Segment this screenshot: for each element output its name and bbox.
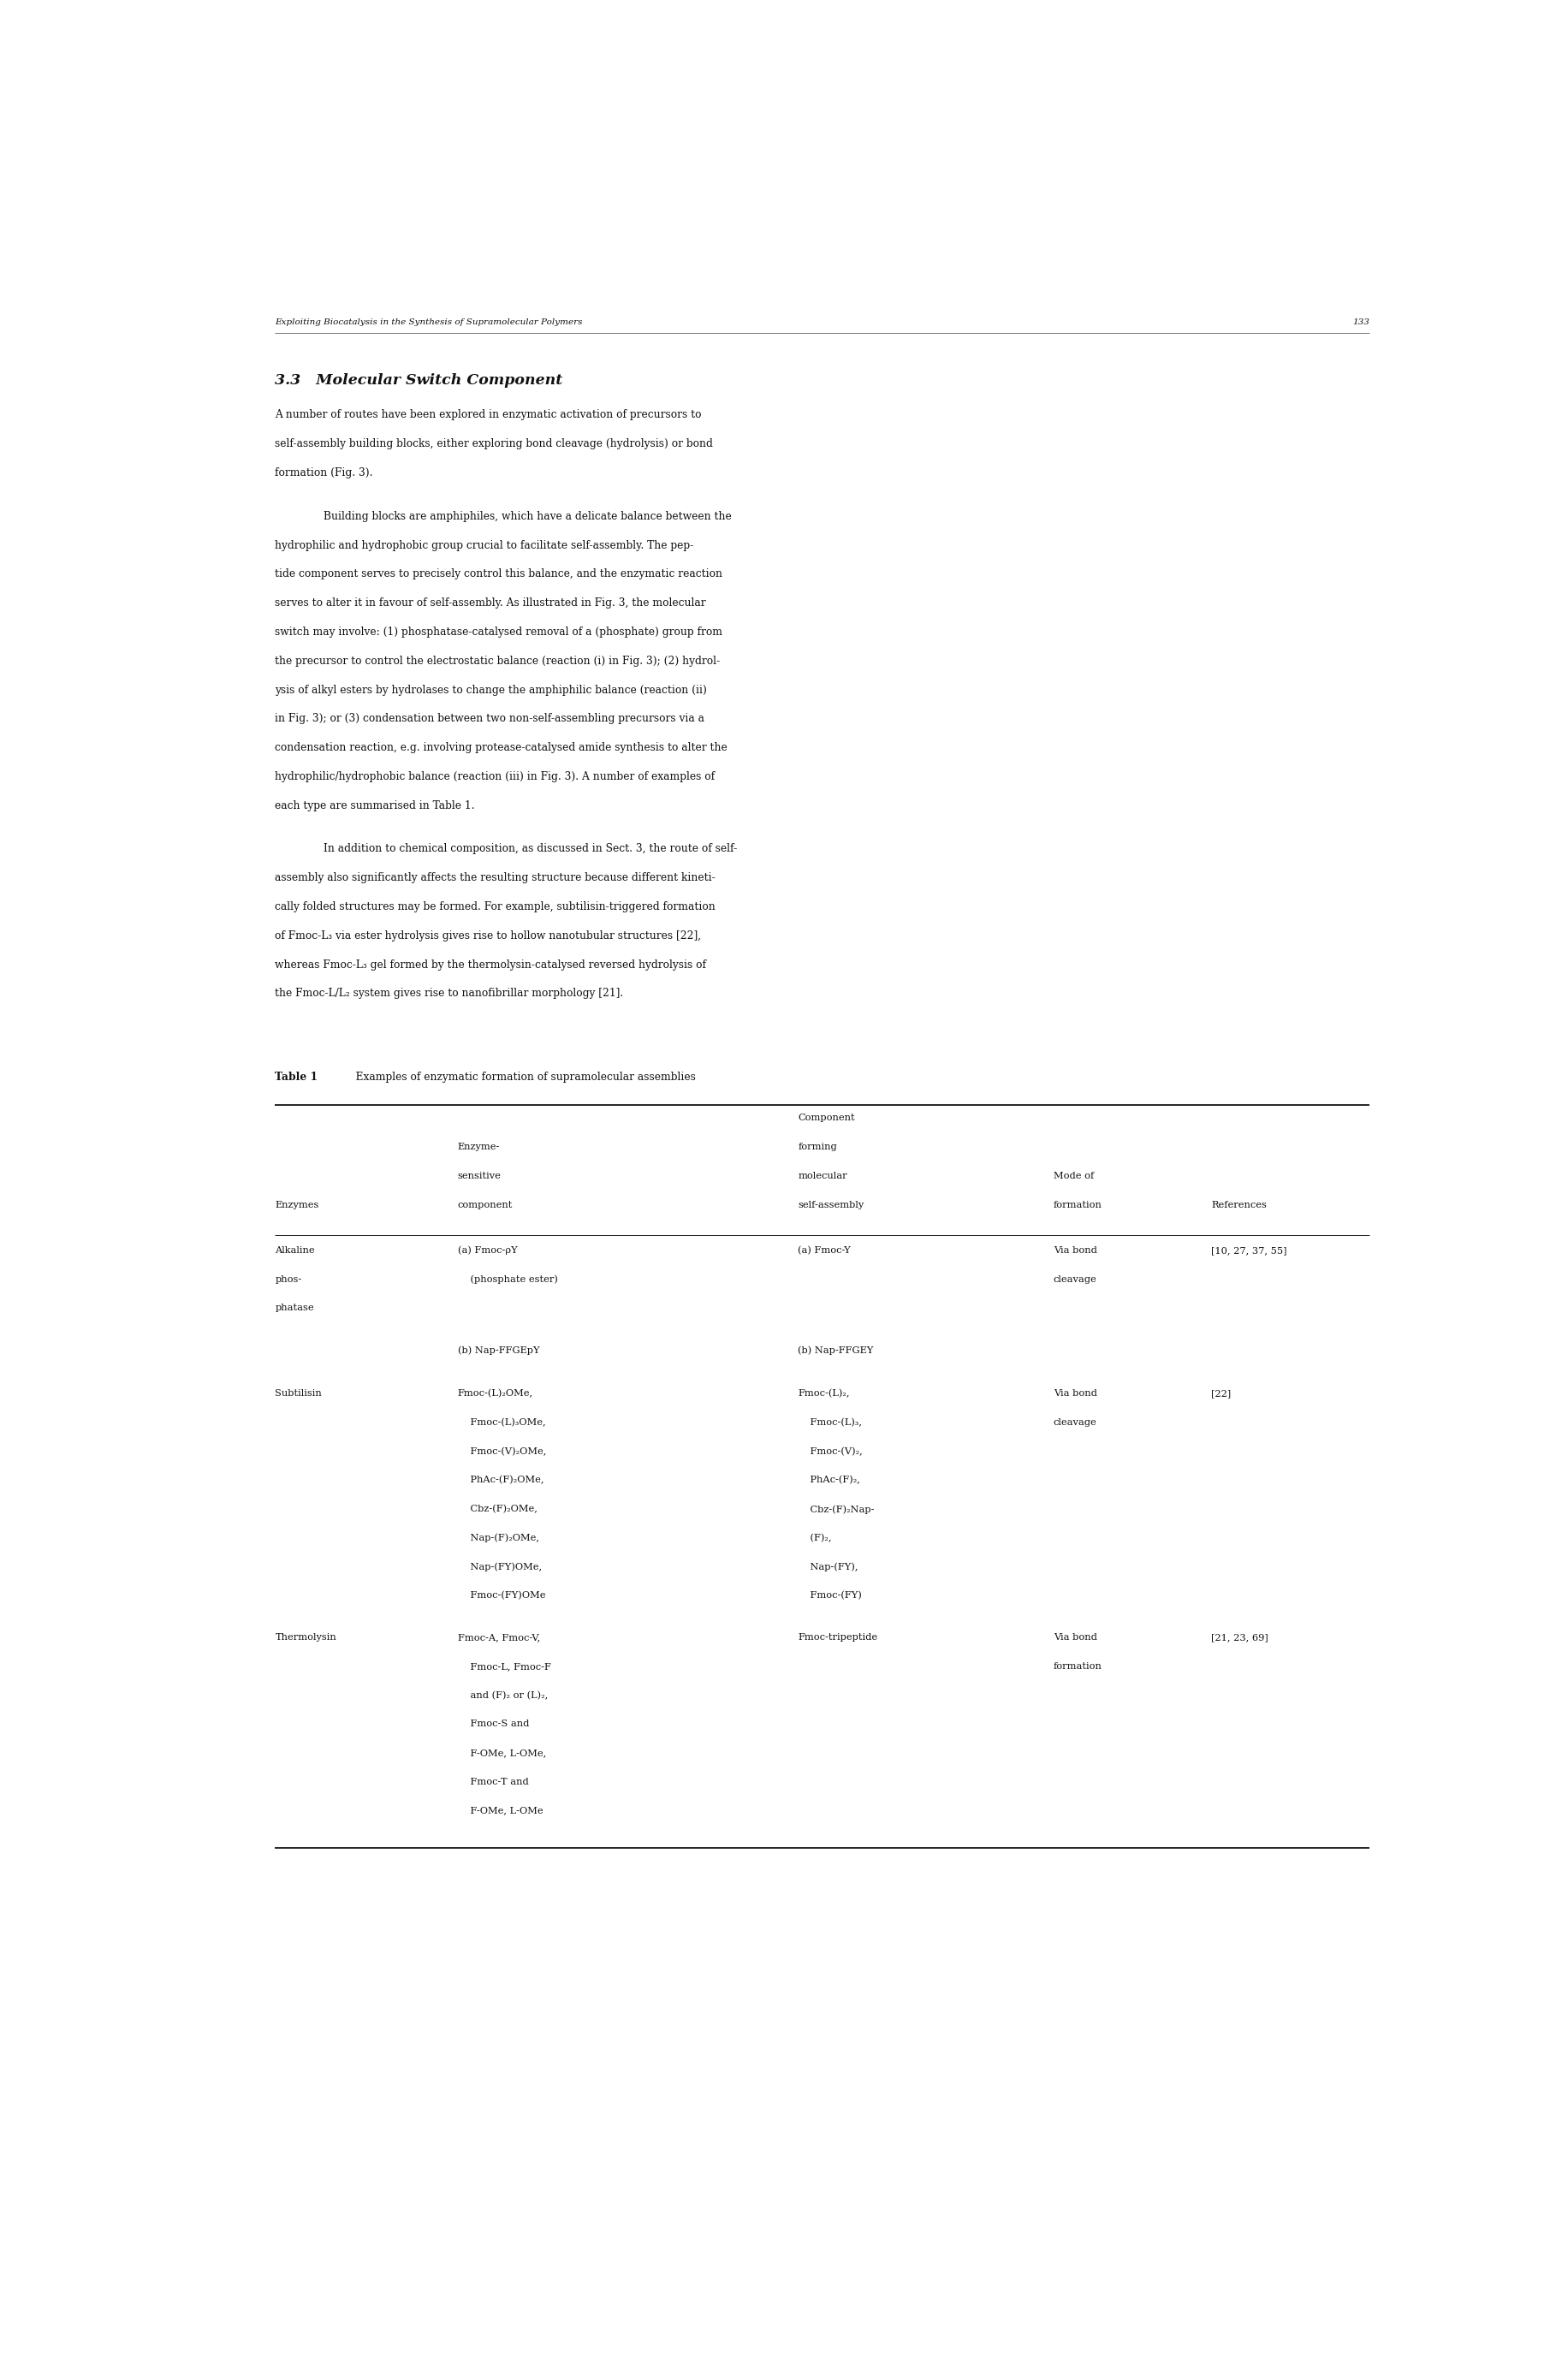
Text: PhAc-(F)₂,: PhAc-(F)₂, bbox=[798, 1475, 859, 1485]
Text: Subtilisin: Subtilisin bbox=[274, 1390, 321, 1397]
Text: (a) Fmoc-Y: (a) Fmoc-Y bbox=[798, 1245, 850, 1255]
Text: cleavage: cleavage bbox=[1052, 1418, 1096, 1426]
Text: tide component serves to precisely control this balance, and the enzymatic react: tide component serves to precisely contr… bbox=[274, 568, 723, 580]
Text: formation (Fig. 3).: formation (Fig. 3). bbox=[274, 468, 373, 478]
Text: Examples of enzymatic formation of supramolecular assemblies: Examples of enzymatic formation of supra… bbox=[345, 1072, 695, 1083]
Text: formation: formation bbox=[1052, 1663, 1101, 1670]
Text: serves to alter it in favour of self-assembly. As illustrated in Fig. 3, the mol: serves to alter it in favour of self-ass… bbox=[274, 599, 706, 608]
Text: (F)₂,: (F)₂, bbox=[798, 1533, 831, 1542]
Text: Via bond: Via bond bbox=[1052, 1245, 1096, 1255]
Text: Fmoc-(V)₂,: Fmoc-(V)₂, bbox=[798, 1447, 862, 1456]
Text: forming: forming bbox=[798, 1143, 837, 1152]
Text: Nap-(FY),: Nap-(FY), bbox=[798, 1563, 858, 1571]
Text: [21, 23, 69]: [21, 23, 69] bbox=[1210, 1632, 1269, 1642]
Text: Cbz-(F)₂OMe,: Cbz-(F)₂OMe, bbox=[458, 1504, 536, 1514]
Text: Fmoc-S and: Fmoc-S and bbox=[458, 1720, 528, 1727]
Text: Fmoc-(L)₂,: Fmoc-(L)₂, bbox=[798, 1390, 850, 1397]
Text: 3.3   Molecular Switch Component: 3.3 Molecular Switch Component bbox=[274, 373, 563, 387]
Text: Thermolysin: Thermolysin bbox=[274, 1632, 337, 1642]
Text: Cbz-(F)₂Nap-: Cbz-(F)₂Nap- bbox=[798, 1504, 873, 1514]
Text: sensitive: sensitive bbox=[458, 1171, 500, 1181]
Text: Component: Component bbox=[798, 1114, 855, 1121]
Text: Fmoc-(FY): Fmoc-(FY) bbox=[798, 1592, 861, 1599]
Text: self-assembly building blocks, either exploring bond cleavage (hydrolysis) or bo: self-assembly building blocks, either ex… bbox=[274, 440, 713, 449]
Text: [10, 27, 37, 55]: [10, 27, 37, 55] bbox=[1210, 1245, 1286, 1255]
Text: in Fig. 3); or (3) condensation between two non-self-assembling precursors via a: in Fig. 3); or (3) condensation between … bbox=[274, 713, 704, 725]
Text: (phosphate ester): (phosphate ester) bbox=[458, 1276, 557, 1283]
Text: Building blocks are amphiphiles, which have a delicate balance between the: Building blocks are amphiphiles, which h… bbox=[323, 511, 731, 523]
Text: condensation reaction, e.g. involving protease-catalysed amide synthesis to alte: condensation reaction, e.g. involving pr… bbox=[274, 741, 728, 753]
Text: Fmoc-(L)₂OMe,: Fmoc-(L)₂OMe, bbox=[458, 1390, 533, 1397]
Text: Fmoc-A, Fmoc-V,: Fmoc-A, Fmoc-V, bbox=[458, 1632, 539, 1642]
Text: F-OMe, L-OMe,: F-OMe, L-OMe, bbox=[458, 1749, 546, 1758]
Text: the precursor to control the electrostatic balance (reaction (i) in Fig. 3); (2): the precursor to control the electrostat… bbox=[274, 656, 720, 668]
Text: Enzyme-: Enzyme- bbox=[458, 1143, 500, 1152]
Text: (b) Nap-FFGEpY: (b) Nap-FFGEpY bbox=[458, 1345, 539, 1354]
Text: (b) Nap-FFGEY: (b) Nap-FFGEY bbox=[798, 1345, 873, 1354]
Text: of Fmoc-L₃ via ester hydrolysis gives rise to hollow nanotubular structures [22]: of Fmoc-L₃ via ester hydrolysis gives ri… bbox=[274, 931, 701, 941]
Text: formation: formation bbox=[1052, 1200, 1101, 1209]
Text: ysis of alkyl esters by hydrolases to change the amphiphilic balance (reaction (: ysis of alkyl esters by hydrolases to ch… bbox=[274, 684, 707, 696]
Text: Fmoc-(L)₃OMe,: Fmoc-(L)₃OMe, bbox=[458, 1418, 546, 1428]
Text: assembly also significantly affects the resulting structure because different ki: assembly also significantly affects the … bbox=[274, 872, 715, 884]
Text: Fmoc-(L)₃,: Fmoc-(L)₃, bbox=[798, 1418, 862, 1428]
Text: phatase: phatase bbox=[274, 1304, 314, 1312]
Text: cleavage: cleavage bbox=[1052, 1276, 1096, 1283]
Text: Fmoc-L, Fmoc-F: Fmoc-L, Fmoc-F bbox=[458, 1663, 550, 1670]
Text: each type are summarised in Table 1.: each type are summarised in Table 1. bbox=[274, 801, 475, 810]
Text: Fmoc-T and: Fmoc-T and bbox=[458, 1777, 528, 1787]
Text: Exploiting Biocatalysis in the Synthesis of Supramolecular Polymers: Exploiting Biocatalysis in the Synthesis… bbox=[274, 318, 583, 326]
Text: hydrophilic and hydrophobic group crucial to facilitate self-assembly. The pep-: hydrophilic and hydrophobic group crucia… bbox=[274, 539, 693, 551]
Text: phos-: phos- bbox=[274, 1276, 301, 1283]
Text: Fmoc-tripeptide: Fmoc-tripeptide bbox=[798, 1632, 877, 1642]
Text: A number of routes have been explored in enzymatic activation of precursors to: A number of routes have been explored in… bbox=[274, 409, 701, 421]
Text: cally folded structures may be formed. For example, subtilisin-triggered formati: cally folded structures may be formed. F… bbox=[274, 901, 715, 912]
Text: component: component bbox=[458, 1200, 513, 1209]
Text: Via bond: Via bond bbox=[1052, 1632, 1096, 1642]
Text: molecular: molecular bbox=[798, 1171, 847, 1181]
Text: the Fmoc-L/L₂ system gives rise to nanofibrillar morphology [21].: the Fmoc-L/L₂ system gives rise to nanof… bbox=[274, 988, 624, 1000]
Text: switch may involve: (1) phosphatase-catalysed removal of a (phosphate) group fro: switch may involve: (1) phosphatase-cata… bbox=[274, 627, 723, 637]
Text: Table 1: Table 1 bbox=[274, 1072, 318, 1083]
Text: 133: 133 bbox=[1352, 318, 1369, 326]
Text: Nap-(FY)OMe,: Nap-(FY)OMe, bbox=[458, 1563, 541, 1571]
Text: and (F)₂ or (L)₂,: and (F)₂ or (L)₂, bbox=[458, 1692, 547, 1699]
Text: In addition to chemical composition, as discussed in Sect. 3, the route of self-: In addition to chemical composition, as … bbox=[323, 843, 737, 855]
Text: [22]: [22] bbox=[1210, 1390, 1231, 1397]
Text: Nap-(F)₂OMe,: Nap-(F)₂OMe, bbox=[458, 1533, 538, 1542]
Text: (a) Fmoc-ρY: (a) Fmoc-ρY bbox=[458, 1245, 517, 1255]
Text: Fmoc-(V)₂OMe,: Fmoc-(V)₂OMe, bbox=[458, 1447, 546, 1456]
Text: Via bond: Via bond bbox=[1052, 1390, 1096, 1397]
Text: References: References bbox=[1210, 1200, 1267, 1209]
Text: Enzymes: Enzymes bbox=[274, 1200, 318, 1209]
Text: Alkaline: Alkaline bbox=[274, 1245, 315, 1255]
Text: Fmoc-(FY)OMe: Fmoc-(FY)OMe bbox=[458, 1592, 546, 1599]
Text: Mode of: Mode of bbox=[1052, 1171, 1093, 1181]
Text: whereas Fmoc-L₃ gel formed by the thermolysin-catalysed reversed hydrolysis of: whereas Fmoc-L₃ gel formed by the thermo… bbox=[274, 960, 706, 969]
Text: F-OMe, L-OMe: F-OMe, L-OMe bbox=[458, 1806, 543, 1815]
Text: self-assembly: self-assembly bbox=[798, 1200, 864, 1209]
Text: hydrophilic/hydrophobic balance (reaction (iii) in Fig. 3). A number of examples: hydrophilic/hydrophobic balance (reactio… bbox=[274, 772, 715, 782]
Text: PhAc-(F)₂OMe,: PhAc-(F)₂OMe, bbox=[458, 1475, 543, 1485]
